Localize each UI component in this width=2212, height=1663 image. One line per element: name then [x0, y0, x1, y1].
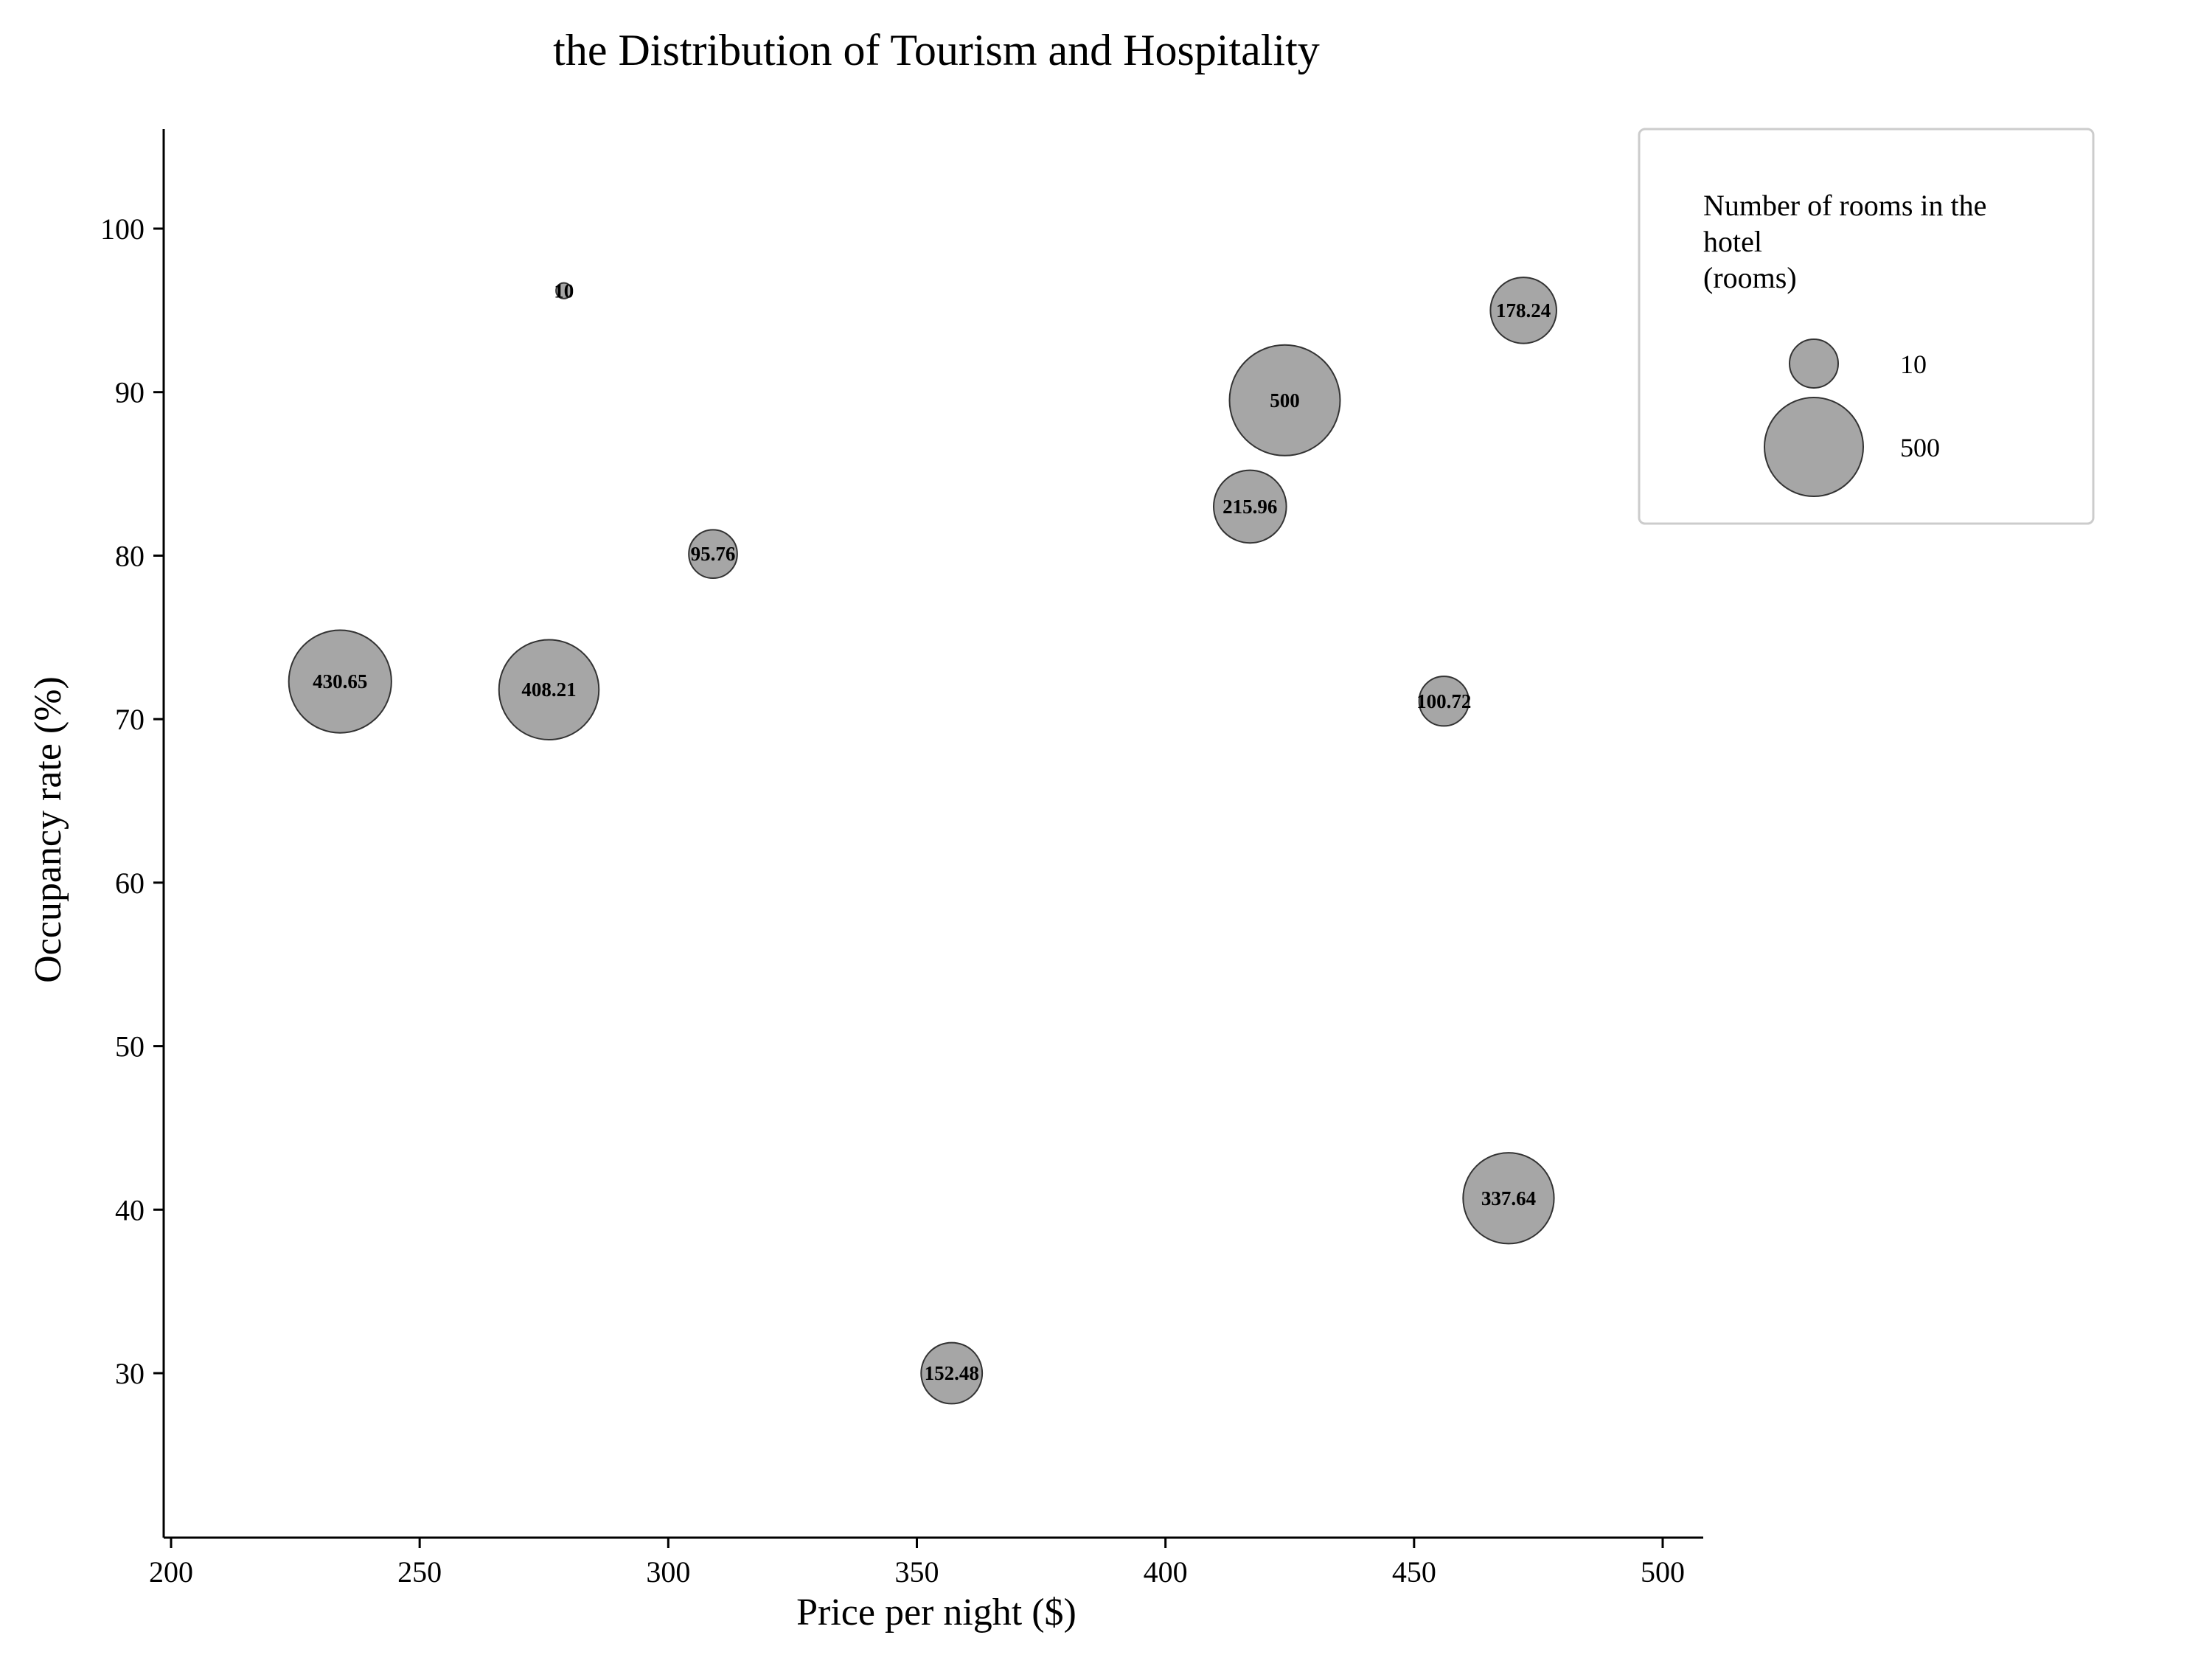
x-tick-label: 200	[149, 1555, 193, 1589]
bubble-label: 408.21	[521, 678, 576, 701]
bubble-label: 178.24	[1496, 299, 1551, 322]
bubble	[1418, 676, 1470, 727]
legend-title: hotel	[1703, 225, 1762, 258]
x-axis-label: Price per night ($)	[796, 1591, 1077, 1634]
y-tick-label: 70	[115, 703, 145, 736]
bubble	[498, 639, 600, 741]
legend-marker	[1764, 397, 1864, 497]
bubble-label: 100.72	[1416, 690, 1471, 712]
y-tick-label: 90	[115, 376, 145, 409]
bubble-label: 215.96	[1222, 496, 1277, 518]
bubble	[1489, 277, 1557, 344]
x-tick-label: 500	[1641, 1555, 1685, 1589]
y-tick-label: 40	[115, 1193, 145, 1226]
y-axis-label: Occupancy rate (%)	[27, 676, 69, 983]
bubble	[1462, 1152, 1555, 1245]
bubble-label: 500	[1270, 389, 1300, 412]
y-tick-label: 80	[115, 539, 145, 572]
x-tick-label: 350	[895, 1555, 939, 1589]
x-tick-label: 250	[397, 1555, 442, 1589]
y-tick-label: 30	[115, 1357, 145, 1390]
bubble	[288, 629, 392, 734]
bubble	[920, 1341, 984, 1405]
bubble-label: 95.76	[691, 543, 736, 565]
bubble-label: 152.48	[925, 1362, 979, 1384]
bubble-label: 10	[554, 280, 574, 302]
legend-label: 500	[1900, 433, 1940, 462]
legend-label: 10	[1900, 350, 1927, 379]
bubble	[1213, 469, 1287, 544]
y-tick-label: 100	[100, 212, 145, 246]
chart-title: the Distribution of Tourism and Hospital…	[553, 26, 1320, 74]
legend-marker	[1789, 338, 1839, 389]
bubble	[555, 282, 573, 299]
axes: 200 250 300 350 400 450 500 30 40 50 60 70 80 90 100	[100, 129, 1703, 1589]
legend-title: (rooms)	[1703, 261, 1797, 294]
legend-box	[1638, 128, 2095, 525]
y-tick-label: 60	[115, 867, 145, 900]
bubble	[1228, 344, 1341, 456]
y-tick-label: 50	[115, 1030, 145, 1063]
legend-title: Number of rooms in the	[1703, 189, 1986, 222]
x-tick-label: 450	[1392, 1555, 1436, 1589]
bubble-label: 430.65	[313, 670, 367, 692]
bubbles: 10 178.24 500 215.96 95.76 430.65 408.21 100.72…	[288, 277, 1557, 1405]
bubble-label: 337.64	[1481, 1187, 1536, 1209]
x-tick-label: 300	[646, 1555, 690, 1589]
x-tick-label: 400	[1144, 1555, 1188, 1589]
bubble	[688, 529, 738, 580]
